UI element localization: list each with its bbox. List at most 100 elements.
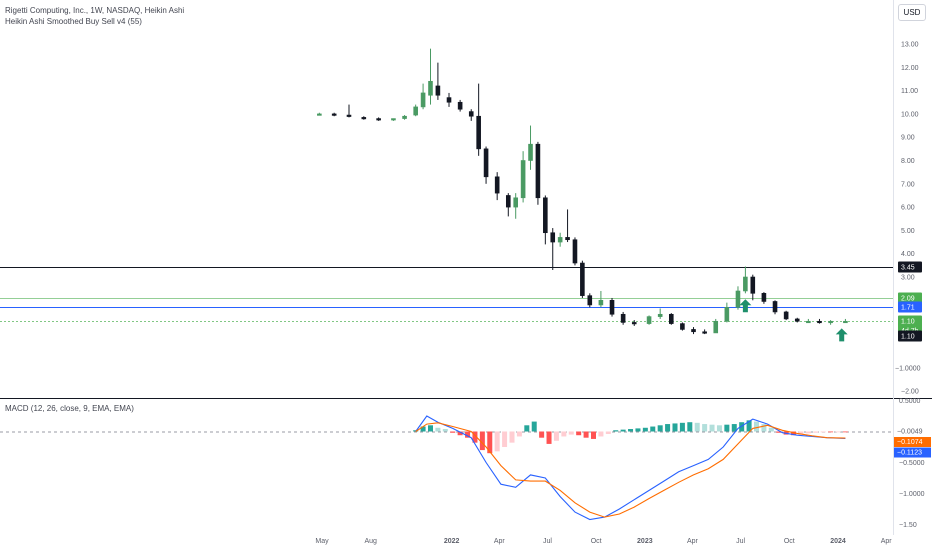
macd-histogram-bar — [479, 431, 485, 451]
candle-body — [806, 320, 811, 324]
macd-histogram-bar — [820, 431, 826, 433]
macd-legend[interactable]: MACD (12, 26, close, 9, EMA, EMA) — [5, 404, 134, 413]
price-badge-label: 2.09 — [901, 296, 915, 303]
candle-body — [587, 295, 593, 306]
macd-value-label: −0.0049 — [897, 429, 923, 436]
macd-histogram-bar — [746, 420, 752, 432]
price-badge-label: 1.10 — [901, 334, 915, 341]
candle-body — [505, 195, 511, 208]
candle-body — [843, 320, 848, 324]
candle-body — [572, 239, 578, 264]
currency-button[interactable]: USD — [898, 4, 926, 21]
candle-body — [435, 85, 441, 96]
macd-histogram-bar — [753, 421, 759, 432]
macd-histogram-bar — [553, 431, 559, 441]
indicator-legend[interactable]: Heikin Ashi Smoothed Buy Sell v4 (55) — [5, 17, 142, 26]
price-tick-label: 5.00 — [901, 228, 915, 235]
time-tick-label: Oct — [784, 538, 795, 545]
candle-body — [565, 237, 570, 241]
candle-body — [783, 311, 789, 320]
macd-histogram-bar — [739, 422, 745, 432]
price-badge — [898, 292, 922, 304]
macd-histogram-bar — [805, 431, 811, 434]
price-badge-label: 1.10 — [901, 319, 915, 326]
macd-histogram-bar — [694, 422, 700, 432]
price-tick-label: 10.00 — [901, 111, 919, 118]
macd-histogram-bar — [828, 431, 834, 433]
candle-body — [402, 115, 407, 119]
price-tick-label: 4.00 — [901, 251, 915, 258]
candle-body — [580, 262, 585, 296]
candle-body — [413, 106, 418, 116]
candle-body — [468, 111, 474, 117]
macd-histogram-bar — [642, 427, 648, 432]
candle-body — [428, 80, 433, 96]
candle-body — [743, 276, 748, 292]
price-tick-label: 11.00 — [901, 88, 918, 95]
candle-body — [680, 323, 685, 330]
macd-histogram-bar — [442, 429, 448, 432]
symbol-title: Rigetti Computing, Inc., 1W, NASDAQ, Hei… — [5, 6, 185, 15]
candle-body — [331, 113, 337, 116]
price-badge — [898, 330, 922, 342]
macd-value-badge — [894, 447, 931, 458]
macd-tick-label: −1.0000 — [899, 491, 925, 498]
candle-body — [794, 318, 800, 322]
macd-histogram-bar — [509, 431, 515, 443]
time-tick-label: Jul — [543, 538, 552, 545]
candle-body — [646, 316, 652, 324]
candle-body — [483, 148, 489, 178]
macd-histogram-bar — [635, 428, 641, 432]
price-badge-label: 1.71 — [901, 305, 915, 312]
price-tick-label: 7.00 — [901, 181, 915, 188]
macd-histogram-bar — [724, 424, 730, 432]
price-tick-label: 13.00 — [901, 42, 919, 49]
macd-histogram-bar — [613, 430, 619, 432]
candle-body — [713, 320, 719, 334]
macd-histogram-bar — [650, 426, 656, 432]
candle-body — [391, 118, 396, 121]
macd-histogram-bar — [531, 421, 537, 432]
macd-histogram-bar — [665, 424, 671, 432]
time-tick-label: 2022 — [444, 538, 460, 545]
time-tick-label: May — [315, 538, 329, 545]
macd-histogram-bar — [761, 424, 767, 432]
candle-body — [668, 313, 674, 324]
candle-body — [520, 160, 526, 199]
macd-histogram-bar — [709, 424, 715, 432]
macd-histogram-bar — [835, 431, 841, 433]
macd-tick-label: −0.5000 — [899, 460, 925, 467]
macd-value-badge — [894, 437, 931, 447]
time-tick-label: Apr — [494, 538, 506, 545]
macd-histogram-bar — [776, 431, 782, 433]
time-tick-label: 2023 — [637, 538, 653, 545]
macd-histogram-bar — [628, 429, 634, 432]
candle-body — [817, 320, 822, 324]
macd-value-label: −0.1123 — [897, 450, 922, 457]
macd-histogram-bar — [561, 431, 567, 437]
candle-body — [376, 118, 381, 121]
macd-histogram-bar — [576, 431, 582, 436]
macd-histogram-bar — [605, 431, 611, 434]
macd-histogram-bar — [435, 427, 441, 432]
candle-body — [317, 113, 322, 116]
macd-histogram-bar — [583, 431, 589, 438]
macd-histogram-bar — [494, 431, 500, 452]
macd-tick-label: 0.5000 — [899, 398, 921, 405]
time-tick-label: Aug — [364, 538, 377, 545]
candle-body — [457, 101, 463, 110]
candle-body — [620, 313, 626, 323]
candle-body — [513, 197, 518, 208]
macd-histogram-bar — [679, 422, 685, 432]
macd-histogram-bar — [716, 425, 722, 432]
candle-body — [550, 232, 556, 243]
candle-body — [528, 143, 533, 161]
candle-body — [598, 299, 604, 306]
candle-body — [631, 322, 637, 325]
buy-arrow-icon — [835, 328, 848, 342]
macd-histogram-bar — [472, 431, 478, 443]
price-tick-label: −1.0000 — [895, 366, 921, 373]
candle-body — [535, 143, 541, 199]
candle-body — [361, 117, 367, 120]
